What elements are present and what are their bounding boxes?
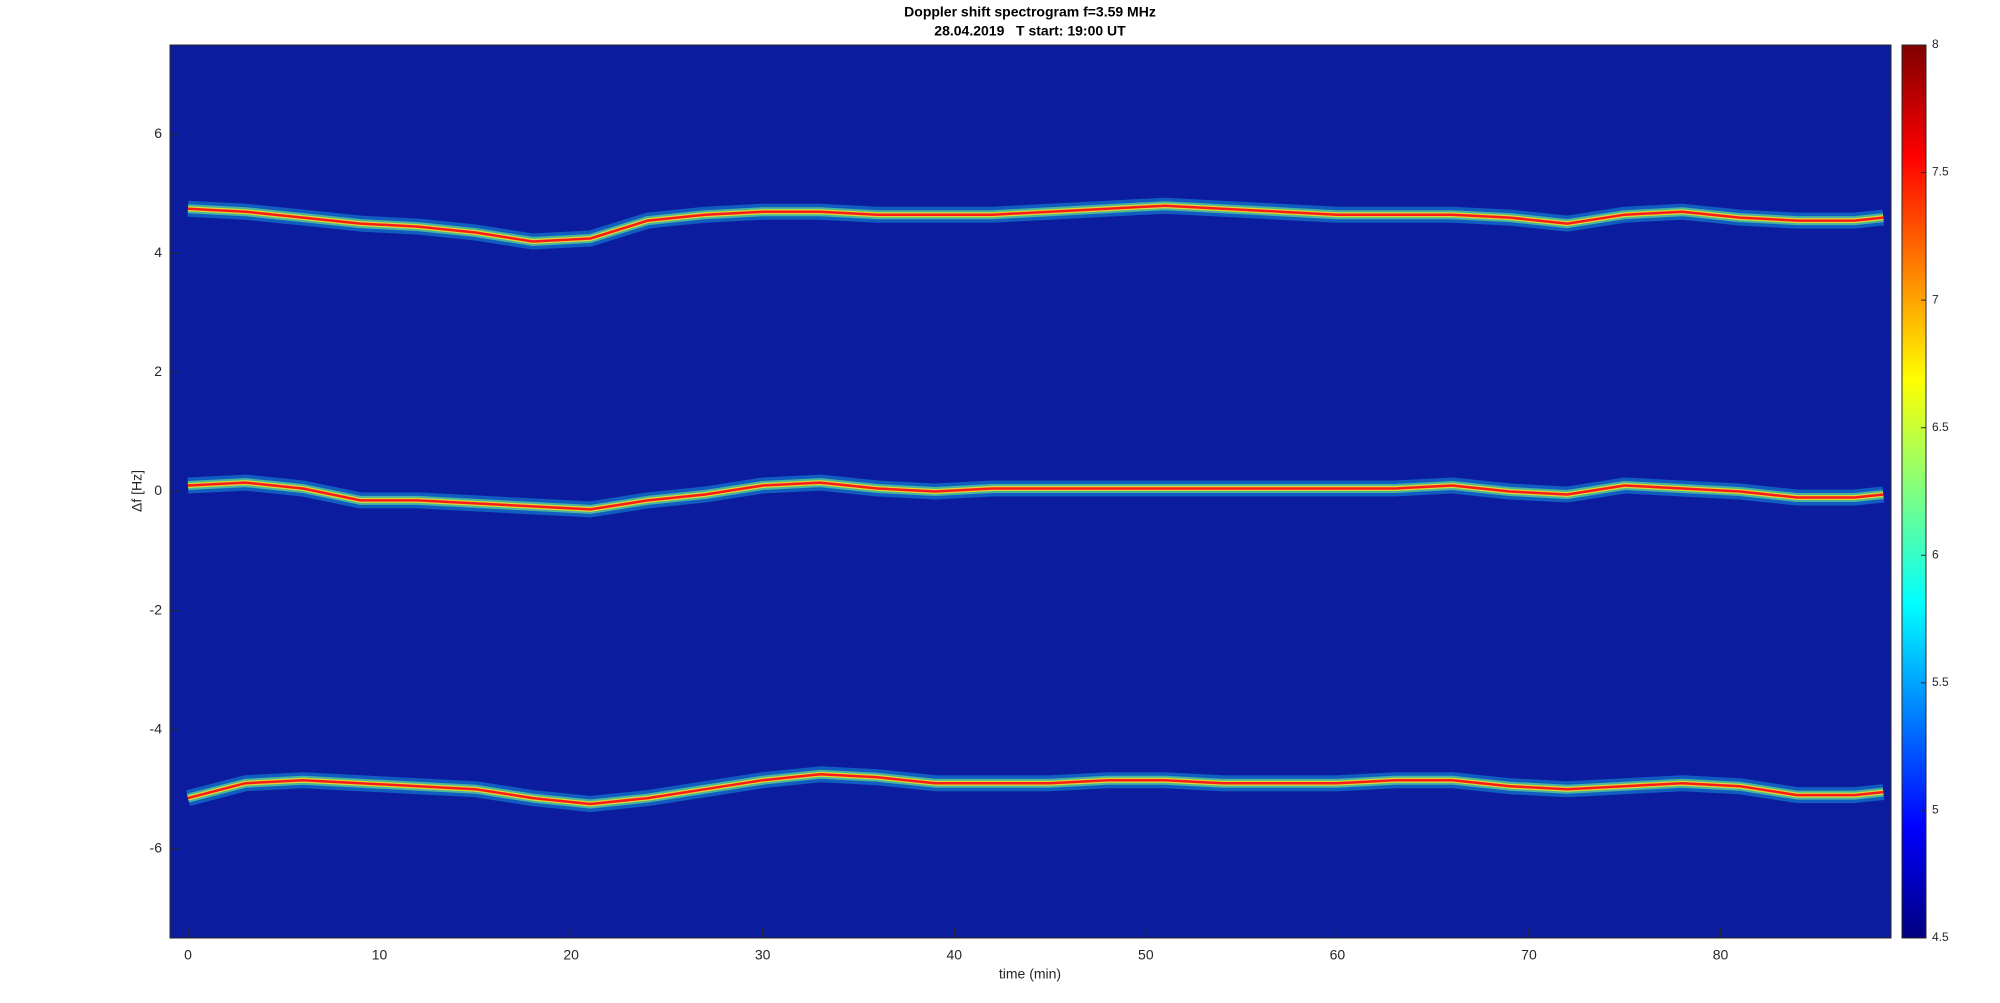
trace <box>187 773 1884 806</box>
y-tick-label: -4 <box>150 720 163 736</box>
colorbar-tick-label: 5 <box>1932 803 1939 817</box>
colorbar-tick-label: 7.5 <box>1932 165 1949 179</box>
trace <box>187 481 1884 511</box>
x-tick-label: 60 <box>1330 947 1346 963</box>
x-tick-label: 80 <box>1713 947 1729 963</box>
y-axis-label: Δf [Hz] <box>129 470 145 512</box>
x-axis-label: time (min) <box>999 966 1061 982</box>
x-tick-label: 70 <box>1521 947 1537 963</box>
colorbar-tick-label: 5.5 <box>1932 675 1949 689</box>
x-tick-label: 20 <box>563 947 579 963</box>
x-tick-label: 10 <box>372 947 388 963</box>
colorbar-tick-label: 4.5 <box>1932 930 1949 944</box>
x-tick-label: 30 <box>755 947 771 963</box>
y-tick-label: 0 <box>154 482 162 498</box>
x-tick-label: 0 <box>184 947 192 963</box>
colorbar <box>1901 44 1927 939</box>
chart-title: Doppler shift spectrogram f=3.59 MHz <box>904 4 1156 20</box>
y-tick-label: 6 <box>154 125 162 141</box>
y-tick-label: 2 <box>154 363 162 379</box>
colorbar-tick-label: 6.5 <box>1932 420 1949 434</box>
chart-subtitle: 28.04.2019 T start: 19:00 UT <box>934 23 1126 39</box>
colorbar-tick-label: 8 <box>1932 37 1939 51</box>
y-tick-label: -2 <box>150 601 163 617</box>
y-tick-label: 4 <box>154 244 162 260</box>
colorbar-tick-label: 6 <box>1932 547 1939 561</box>
x-tick-label: 50 <box>1138 947 1154 963</box>
colorbar-tick-label: 7 <box>1932 292 1939 306</box>
y-tick-label: -6 <box>150 839 163 855</box>
x-tick-label: 40 <box>946 947 962 963</box>
trace <box>187 204 1884 243</box>
